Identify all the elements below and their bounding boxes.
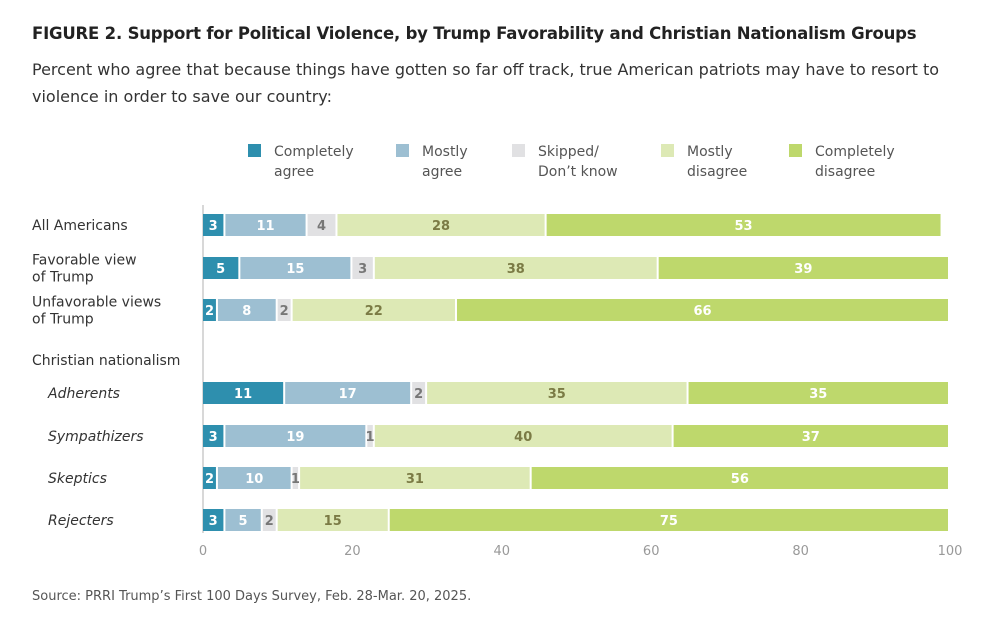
category-label: Rejecters [48, 513, 114, 529]
data-label: 17 [339, 387, 357, 402]
data-label: 2 [205, 472, 214, 487]
data-label: 53 [735, 219, 753, 234]
data-label: 10 [245, 472, 263, 487]
data-label: 1 [366, 430, 375, 445]
bar-segment [352, 257, 373, 279]
data-label: 28 [432, 219, 450, 234]
data-label: 15 [286, 262, 304, 277]
category-label: Adherents [47, 386, 120, 402]
bar-segment [374, 257, 657, 279]
data-label: 19 [286, 430, 304, 445]
x-tick-label: 20 [344, 544, 361, 559]
bar-segment [337, 214, 545, 236]
bar-segment [262, 509, 276, 531]
data-label: 11 [234, 387, 252, 402]
category-label: Unfavorable views of Trump [32, 295, 161, 328]
bar-segment [673, 425, 948, 447]
data-label: 15 [324, 514, 342, 529]
chart-subtitle: Percent who agree that because things ha… [32, 60, 940, 106]
bar-segment [546, 214, 941, 236]
data-label: 3 [209, 514, 218, 529]
legend-label: Mostly disagree [687, 144, 747, 180]
bar-segment [292, 299, 455, 321]
bar-segment [412, 382, 426, 404]
bar-segment [203, 382, 284, 404]
data-label: 35 [809, 387, 827, 402]
data-label: 75 [660, 514, 678, 529]
group-header: Christian nationalism [32, 353, 180, 369]
bar-segment [292, 467, 299, 489]
legend-label: Mostly agree [422, 144, 468, 180]
legend-label: Completely agree [274, 144, 354, 180]
bar-segment [277, 299, 291, 321]
data-label: 22 [365, 304, 383, 319]
data-label: 8 [242, 304, 251, 319]
category-label: All Americans [32, 218, 128, 234]
category-label: Favorable view of Trump [32, 253, 137, 286]
category-label: Sympathizers [48, 429, 144, 445]
data-label: 56 [731, 472, 749, 487]
bar-segment [658, 257, 948, 279]
bar-segment [203, 467, 216, 489]
source-note: Source: PRRI Trump’s First 100 Days Surv… [32, 589, 472, 604]
bar-segment [531, 467, 948, 489]
data-label: 2 [280, 304, 289, 319]
data-label: 2 [265, 514, 274, 529]
legend-swatch [248, 144, 261, 157]
bar-segment [203, 214, 224, 236]
data-label: 31 [406, 472, 424, 487]
bar-segment [389, 509, 948, 531]
data-label: 39 [794, 262, 812, 277]
bar-segment [217, 299, 276, 321]
data-label: 1 [291, 472, 300, 487]
bar-segment [456, 299, 948, 321]
bar-segment [217, 467, 291, 489]
data-label: 2 [205, 304, 214, 319]
data-label: 37 [802, 430, 820, 445]
legend-label: Skipped/Don’t know [538, 144, 618, 180]
legend-label: Completely disagree [815, 144, 895, 180]
data-label: 66 [693, 304, 711, 319]
x-tick-label: 0 [199, 544, 207, 559]
bar-segment [225, 425, 366, 447]
legend-swatch [661, 144, 674, 157]
bar-segment [203, 299, 216, 321]
bar-segment [225, 509, 261, 531]
legend-swatch [512, 144, 525, 157]
bar-segment [203, 509, 224, 531]
chart-title: FIGURE 2. Support for Political Violence… [32, 24, 917, 43]
data-label: 40 [514, 430, 532, 445]
x-tick-label: 60 [643, 544, 660, 559]
bar-segment [374, 425, 672, 447]
category-label: Skeptics [48, 471, 107, 487]
bar-segment [300, 467, 530, 489]
x-tick-label: 80 [792, 544, 809, 559]
data-label: 35 [548, 387, 566, 402]
data-label: 2 [414, 387, 423, 402]
legend-swatch [789, 144, 802, 157]
bar-segment [367, 425, 373, 447]
data-label: 3 [209, 219, 218, 234]
bar-segment [307, 214, 336, 236]
data-label: 5 [239, 514, 248, 529]
bar-segment [203, 257, 239, 279]
data-label: 38 [507, 262, 525, 277]
bar-segment [427, 382, 687, 404]
legend-swatch [396, 144, 409, 157]
data-label: 5 [216, 262, 225, 277]
data-label: 11 [256, 219, 274, 234]
data-label: 3 [209, 430, 218, 445]
data-label: 3 [358, 262, 367, 277]
x-tick-label: 100 [938, 544, 963, 559]
bar-segment [688, 382, 948, 404]
data-label: 4 [317, 219, 326, 234]
bar-segment [240, 257, 351, 279]
bar-segment [225, 214, 306, 236]
bar-segment [277, 509, 388, 531]
bar-segment [285, 382, 411, 404]
bar-segment [203, 425, 224, 447]
x-tick-label: 40 [494, 544, 511, 559]
